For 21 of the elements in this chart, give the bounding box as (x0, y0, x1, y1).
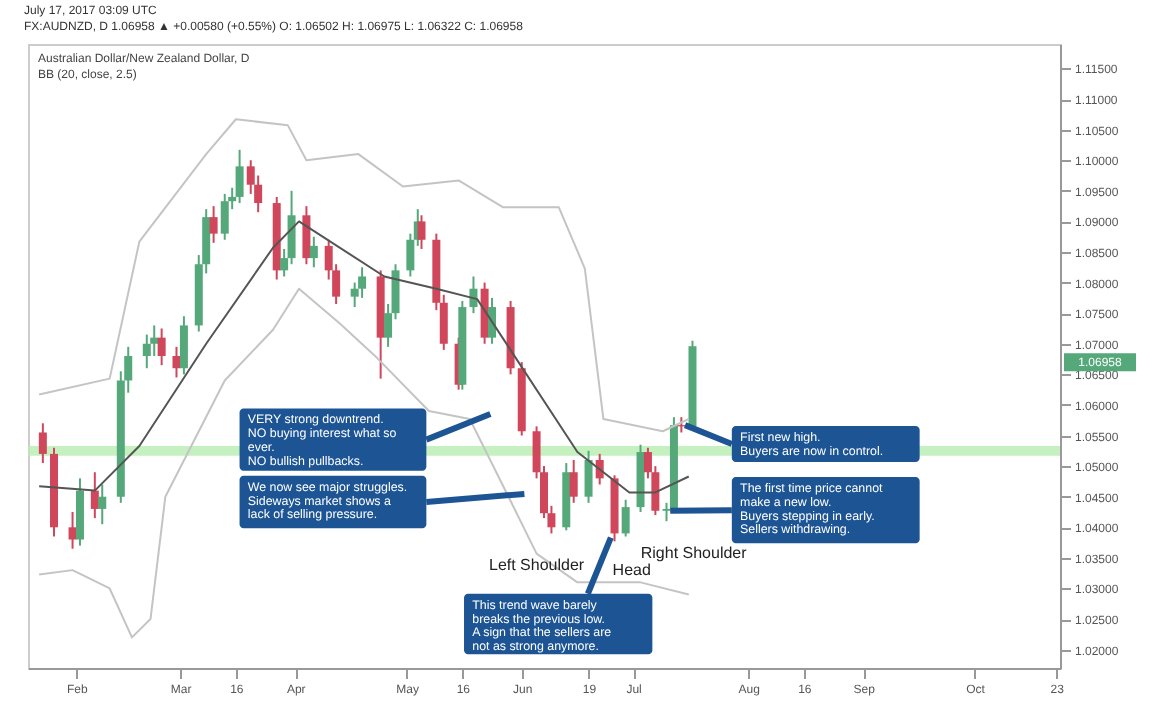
candlestick (98, 483, 107, 526)
candlestick (209, 205, 218, 244)
annotation: Left Shoulder (488, 555, 585, 574)
candlestick (302, 205, 311, 266)
candlestick (417, 214, 426, 250)
annotation: Head (612, 561, 651, 580)
candlestick (584, 449, 593, 504)
candlestick (220, 192, 229, 241)
candlestick (309, 235, 318, 269)
candlestick (68, 511, 77, 550)
candlestick (488, 296, 497, 345)
candlestick (157, 327, 166, 367)
candlestick (358, 266, 367, 299)
candlestick (235, 148, 244, 205)
candlestick (569, 459, 578, 504)
candlestick (179, 315, 188, 376)
candlestick (621, 498, 630, 538)
candlestick (172, 345, 181, 379)
candlestick (38, 422, 47, 465)
candlestick (142, 333, 151, 370)
annotation: Right Shoulder (640, 543, 748, 562)
